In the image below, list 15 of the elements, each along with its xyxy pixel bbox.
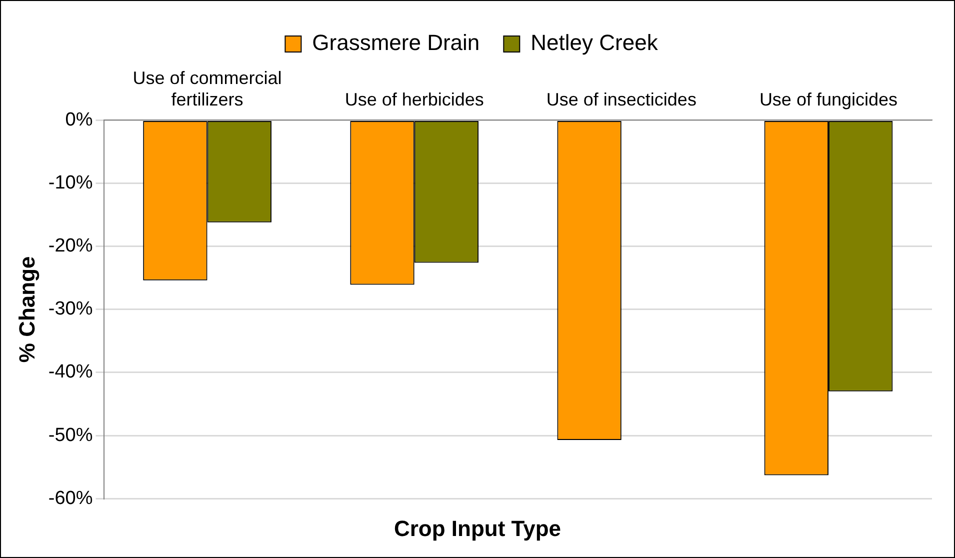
y-axis-title: % Change bbox=[14, 256, 40, 363]
y-tick-label: -50% bbox=[48, 424, 93, 446]
legend-label: Grassmere Drain bbox=[312, 30, 480, 56]
x-tick-label: Use of insecticides bbox=[546, 89, 696, 110]
x-tick-label: Use of fungicides bbox=[759, 89, 898, 110]
y-tick-label: -30% bbox=[48, 298, 93, 320]
y-tick-label: -40% bbox=[48, 362, 93, 383]
y-tick-label: -10% bbox=[48, 172, 93, 194]
x-axis-title: Crop Input Type bbox=[392, 516, 562, 542]
x-tick-label: Use of herbicides bbox=[344, 89, 484, 110]
legend-label: Netley Creek bbox=[530, 30, 659, 56]
y-tick-label: 0% bbox=[65, 109, 93, 130]
x-tick-label: Use of commercial fertilizers bbox=[132, 68, 282, 110]
y-tick-label: -20% bbox=[48, 236, 93, 257]
y-tick-label: -60% bbox=[48, 488, 93, 509]
